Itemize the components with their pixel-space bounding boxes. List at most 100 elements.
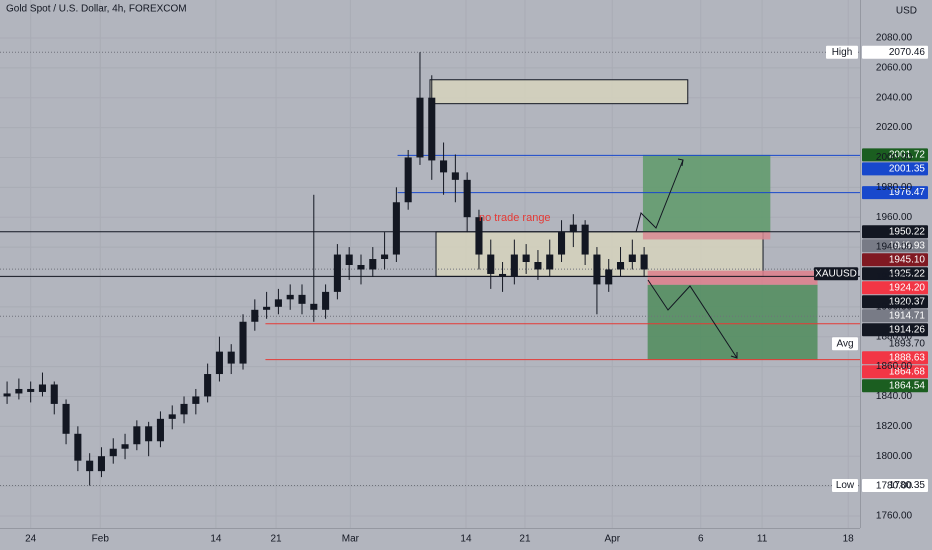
y-tick-label: 2000.00: [876, 152, 913, 163]
x-tick-label: 21: [519, 534, 531, 545]
tag-name-box: [832, 479, 858, 493]
price-tag-label: 1945.10: [889, 254, 926, 265]
zone: [642, 231, 771, 240]
y-tick-label: 1980.00: [876, 182, 913, 193]
price-tag: [862, 337, 928, 351]
candle-body: [581, 224, 589, 255]
candle-body: [97, 456, 105, 472]
price-tag: [862, 45, 928, 59]
tag-name: Low: [836, 480, 855, 491]
candle-body: [404, 157, 412, 203]
arrow-up: [635, 159, 684, 233]
y-tick-label: 1760.00: [876, 511, 913, 522]
candle-body: [298, 294, 306, 304]
candle-body: [593, 254, 601, 285]
price-tag-label: 1888.63: [889, 352, 926, 363]
price-tag: [862, 323, 928, 337]
x-tick-label: Mar: [342, 534, 360, 545]
price-tag: [862, 379, 928, 393]
arrow-head: [730, 352, 738, 359]
price-tag: [862, 148, 928, 162]
price-tag-label: 1920.37: [889, 296, 926, 307]
candle-body: [180, 403, 188, 415]
candle-body: [534, 262, 542, 270]
x-tick-label: 11: [757, 534, 768, 545]
price-tag: [862, 351, 928, 365]
candle-body: [569, 224, 577, 233]
candle-body: [286, 294, 294, 300]
zone: [647, 284, 818, 360]
candle-body: [15, 388, 23, 394]
price-tag: [862, 225, 928, 239]
price-tag: [862, 253, 928, 267]
currency[interactable]: USD: [896, 6, 917, 17]
price-tag: [862, 479, 928, 493]
candle-body: [121, 444, 129, 449]
candle-body: [133, 426, 141, 445]
candle-body: [204, 374, 212, 397]
y-tick-label: 1860.00: [876, 361, 913, 372]
price-tag: [862, 309, 928, 323]
candle-body: [145, 426, 153, 442]
candle-body: [416, 97, 424, 158]
candle-body: [392, 202, 400, 255]
candle-body: [640, 254, 648, 270]
tag-name-box: [832, 337, 858, 351]
y-tick-label: 1800.00: [876, 451, 913, 462]
zone: [647, 270, 818, 285]
candle-body: [62, 403, 70, 434]
price-tag-label: 1924.20: [889, 282, 926, 293]
candle-body: [451, 172, 459, 180]
candle-body: [345, 254, 353, 265]
price-tag-label: 2001.72: [889, 150, 926, 161]
price-tag-label: 1925.22: [889, 268, 926, 279]
y-tick-label: 2080.00: [876, 33, 913, 44]
candle-body: [487, 254, 495, 274]
candle-body: [86, 460, 94, 472]
candle-body: [557, 232, 566, 255]
price-tag: [862, 281, 928, 295]
candle-body: [27, 388, 35, 392]
y-tick-label: 1880.00: [876, 331, 913, 342]
candle-body: [168, 414, 176, 419]
price-tag: [862, 162, 928, 176]
tag-name: XAUUSD: [815, 268, 857, 279]
candle-body: [499, 273, 507, 277]
candle-body: [263, 306, 271, 310]
candle-body: [369, 259, 377, 270]
arrow-head: [677, 158, 684, 167]
candle-body: [274, 299, 282, 307]
price-tag: [862, 239, 928, 253]
tag-name: Avg: [836, 338, 853, 349]
candle-body: [109, 448, 117, 457]
y-tick-label: 1940.00: [876, 242, 913, 253]
y-tick-label: 1920.00: [876, 272, 913, 283]
price-tag-label: 2001.35: [889, 164, 926, 175]
price-tag-label: 1949.93: [889, 240, 926, 251]
price-tag-label: 1914.26: [889, 324, 926, 335]
price-tag: [862, 267, 928, 281]
price-tags: 2070.46 High 2001.72 2001.35 1976.47 1950.22 1…: [814, 45, 928, 493]
chart-title: Gold Spot / U.S. Dollar, 4h, FOREXCOM: [6, 4, 187, 15]
y-tick-label: 2040.00: [876, 92, 913, 103]
candle-body: [156, 418, 164, 442]
x-tick-label: 14: [210, 534, 222, 545]
tag-name-box: [826, 45, 858, 59]
tag-name: High: [832, 47, 853, 58]
x-tick-label: 6: [698, 534, 704, 545]
candle-body: [333, 254, 341, 292]
price-tag-label: 1864.54: [889, 380, 926, 391]
candles: [3, 52, 648, 486]
x-tick-label: 18: [843, 534, 855, 545]
candle-body: [628, 254, 636, 263]
candle-body: [3, 393, 11, 397]
candle-body: [357, 264, 365, 270]
y-tick-label: 1900.00: [876, 301, 913, 312]
candle-body: [74, 433, 82, 461]
zone: [429, 79, 689, 105]
price-tag: [862, 295, 928, 309]
candle-body: [463, 179, 471, 218]
y-tick-label: 1960.00: [876, 212, 913, 223]
candle-body: [605, 269, 613, 285]
